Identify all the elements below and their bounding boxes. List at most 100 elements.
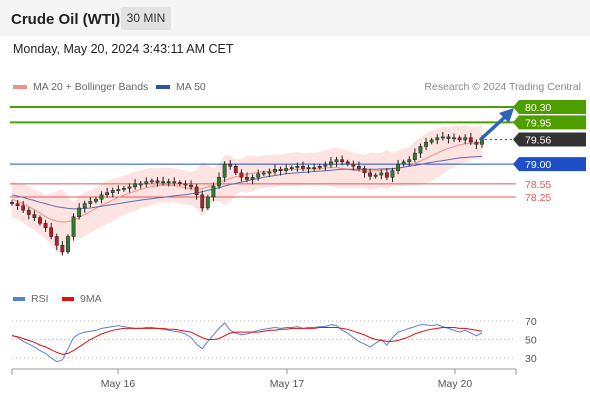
level-tag-79.00 <box>513 157 586 172</box>
candle <box>82 203 87 209</box>
candle <box>329 161 333 166</box>
candle <box>245 176 249 180</box>
candle <box>424 141 428 147</box>
candle <box>54 236 59 246</box>
candle <box>183 183 188 186</box>
level-label-80.30: 80.30 <box>525 102 551 114</box>
candle <box>340 159 345 163</box>
timestamp: Monday, May 20, 2024 3:43:11 AM CET <box>13 42 234 56</box>
candle <box>32 214 37 218</box>
arrow-shaft <box>479 115 507 141</box>
candle <box>10 202 14 204</box>
candle <box>384 172 389 178</box>
timeframe-badge[interactable]: 30 MIN <box>121 7 171 30</box>
candle <box>323 164 328 167</box>
arrow-head <box>499 108 514 123</box>
candle <box>121 187 126 190</box>
rsi-panel: 70 50 30 <box>11 316 537 365</box>
candle <box>116 189 121 191</box>
chart-title: Crude Oil (WTI) <box>11 11 121 28</box>
candle <box>390 170 395 178</box>
trend-arrow-icon <box>479 108 514 141</box>
candle <box>334 159 339 163</box>
candle <box>205 196 210 209</box>
level-label-79.56: 79.56 <box>525 134 551 146</box>
candle <box>418 146 423 154</box>
candle <box>166 181 171 184</box>
x-tick-label: May 16 <box>101 378 136 390</box>
candle <box>161 181 165 184</box>
candle <box>88 201 93 204</box>
candle <box>21 205 26 211</box>
candle <box>71 216 76 237</box>
level-label-78.55: 78.55 <box>525 179 551 191</box>
rsi-tick-50: 50 <box>525 335 537 347</box>
candle <box>474 141 479 145</box>
level-label-79.95: 79.95 <box>525 117 551 129</box>
candle <box>261 172 266 175</box>
candle <box>396 163 400 171</box>
x-tick-label: May 17 <box>270 378 305 390</box>
candle <box>356 166 361 169</box>
candle <box>273 169 277 173</box>
candle <box>301 166 305 169</box>
candle <box>429 139 434 143</box>
candle <box>177 182 182 185</box>
candle <box>127 186 132 189</box>
candle <box>446 136 451 139</box>
candle <box>144 181 149 185</box>
candle <box>463 137 468 141</box>
candle <box>66 236 70 253</box>
candle <box>99 194 104 200</box>
candle <box>194 186 199 196</box>
candle <box>43 223 48 228</box>
candle <box>284 168 289 171</box>
candle <box>250 176 255 180</box>
candle <box>217 176 221 187</box>
rsi-line <box>11 322 483 363</box>
legend-9ma: 9MA <box>62 293 102 305</box>
legend-ma50-label: MA 50 <box>176 81 206 93</box>
candle <box>77 207 82 218</box>
candle <box>435 137 440 141</box>
legend-rsi-label: RSI <box>31 293 49 305</box>
candle <box>407 159 412 163</box>
rsi-tick-70: 70 <box>525 316 537 328</box>
level-tag-79.95 <box>513 115 586 130</box>
candle <box>189 184 193 188</box>
level-label-78.25: 78.25 <box>525 192 551 204</box>
candle <box>312 167 317 170</box>
candle <box>256 173 261 178</box>
legend-ma50: MA 50 <box>156 81 206 93</box>
candle <box>200 194 205 209</box>
candle <box>289 167 294 170</box>
candle <box>457 137 462 141</box>
legend-rsi: RSI <box>13 293 49 305</box>
candle <box>267 171 272 174</box>
candle <box>172 181 177 184</box>
candle <box>133 183 138 188</box>
ma20-swatch <box>13 85 27 90</box>
candle <box>239 172 244 178</box>
x-tick-label: May 20 <box>438 378 473 390</box>
level-tag-79.56 <box>513 132 586 147</box>
candle <box>278 169 283 171</box>
candle <box>38 217 42 224</box>
candle <box>60 245 65 253</box>
candle <box>94 198 98 202</box>
candle <box>211 185 216 198</box>
candle <box>15 203 20 207</box>
legend-9ma-label: 9MA <box>80 293 102 305</box>
candle <box>452 137 456 140</box>
candle <box>295 166 300 168</box>
header-bar: Crude Oil (WTI) 30 MIN <box>0 0 590 37</box>
candle <box>345 161 350 165</box>
bollinger-band <box>12 124 482 256</box>
candle <box>368 172 373 177</box>
candle <box>49 227 54 237</box>
candle <box>351 163 356 167</box>
level-tag-80.30 <box>513 100 586 114</box>
candle <box>306 167 311 170</box>
